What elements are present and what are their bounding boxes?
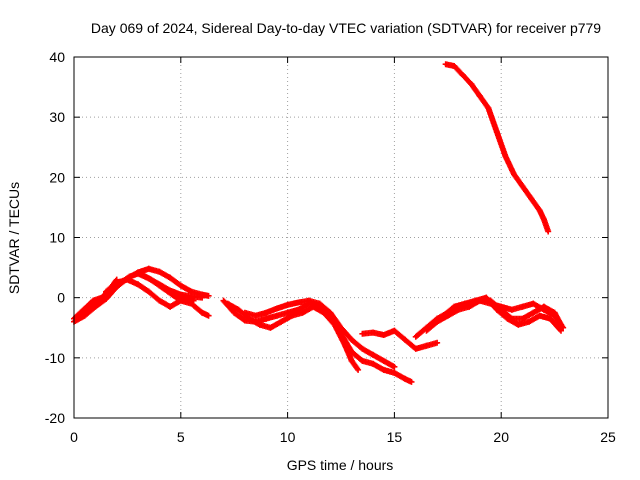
x-tick-label: 15 — [387, 429, 403, 445]
data-point — [557, 326, 564, 333]
series-track-9 — [359, 327, 441, 352]
x-tick-label: 0 — [70, 429, 78, 445]
y-tick-label: 30 — [49, 109, 65, 125]
data-point — [391, 363, 398, 370]
x-tick-label: 20 — [493, 429, 509, 445]
y-tick-label: 20 — [49, 169, 65, 185]
y-tick-label: 40 — [49, 49, 65, 65]
x-tick-label: 5 — [177, 429, 185, 445]
chart-title: Day 069 of 2024, Sidereal Day-to-day VTE… — [91, 20, 601, 36]
data-points — [71, 61, 567, 385]
series-track-12 — [429, 294, 565, 334]
y-tick-label: -10 — [45, 350, 65, 366]
data-point — [434, 339, 441, 346]
y-tick-label: 10 — [49, 230, 65, 246]
y-tick-label: -20 — [45, 410, 65, 426]
x-axis-label: GPS time / hours — [287, 457, 394, 473]
grid — [74, 57, 608, 418]
series-track-8 — [241, 297, 398, 370]
y-axis-label: SDTVAR / TECUs — [6, 182, 22, 294]
y-tick-label: 0 — [57, 290, 65, 306]
series-track-13 — [442, 61, 552, 235]
data-point — [408, 378, 415, 385]
x-tick-label: 10 — [280, 429, 296, 445]
data-point — [205, 292, 212, 299]
data-point — [545, 228, 552, 235]
series-track-3 — [75, 270, 206, 319]
series-track-5 — [139, 271, 197, 304]
data-point — [558, 327, 565, 334]
x-tick-label: 25 — [600, 429, 616, 445]
axis-ticks: 0 5 10 15 20 25 -20 -10 0 10 20 30 40 — [45, 49, 616, 445]
data-point — [355, 366, 362, 373]
data-point — [560, 324, 567, 331]
data-point — [205, 312, 212, 319]
data-point — [190, 297, 197, 304]
data-point — [199, 294, 206, 301]
